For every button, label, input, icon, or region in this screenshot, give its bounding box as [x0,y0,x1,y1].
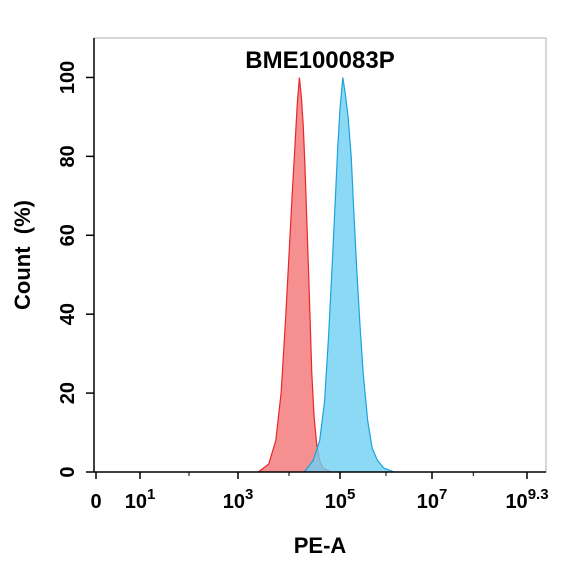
series-layer [257,77,395,473]
y-tick-label: 20 [57,382,79,404]
x-ticks: 0 101 103 105 107 109.3 [90,472,549,513]
chart-title: BME100083P [245,47,394,74]
x-tick-label: 0 [90,491,101,513]
plot-frame [93,37,547,473]
y-tick-label: 60 [57,224,79,246]
y-tick-label: 80 [57,145,79,167]
y-tick-label: 40 [57,303,79,325]
y-axis-label: Count (%) [10,200,35,310]
series-2-line [303,77,395,473]
x-axis-label: PE-A [294,533,347,558]
x-tick-label: 109.3 [505,486,548,513]
series-1-area [258,77,333,472]
x-tick-label: 101 [125,486,156,513]
y-tick-label: 100 [57,61,79,94]
y-tick-label: 0 [57,466,79,477]
x-tick-label: 105 [325,486,356,513]
x-tick-label: 103 [223,486,254,513]
x-tick-label: 107 [417,486,448,513]
y-ticks: 0 20 40 60 80 100 [57,61,94,478]
